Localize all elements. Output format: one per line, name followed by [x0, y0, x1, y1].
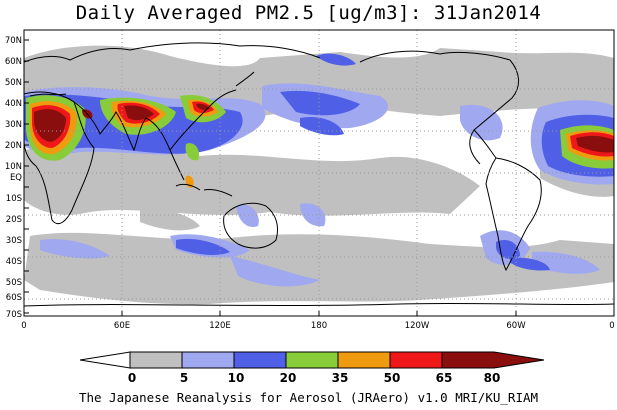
lat-label: 70S	[6, 310, 22, 320]
longitude-labels: 0 60E 120E 180 120W 60W 0	[21, 321, 614, 331]
lat-label: 20N	[5, 141, 22, 151]
axis-ticks	[24, 39, 517, 316]
legend-bin-2	[181, 351, 235, 369]
legend-label: 65	[436, 371, 453, 385]
legend-label: 80	[484, 371, 501, 385]
legend-bin-0	[79, 351, 131, 369]
lat-label: 60N	[5, 57, 22, 67]
map-title: Daily Averaged PM2.5 [ug/m3]: 31Jan2014	[75, 2, 542, 24]
lat-label: 50N	[5, 78, 22, 88]
credit-line: The Japanese Reanalysis for Aerosol (JRA…	[78, 390, 539, 405]
lat-label: 30N	[5, 120, 22, 130]
coastlines	[24, 42, 614, 307]
legend-bin-5	[337, 351, 391, 369]
legend-label: 0	[128, 371, 136, 385]
legend-bin-6	[389, 351, 443, 369]
legend-bin-4	[285, 351, 339, 369]
lat-label: 50S	[6, 278, 22, 288]
lat-label: 40N	[5, 99, 22, 109]
lon-label: 120W	[405, 321, 430, 331]
legend-label: 10	[228, 371, 245, 385]
lat-label: 70N	[5, 36, 22, 46]
lon-label: 120E	[209, 321, 231, 331]
legend-label: 20	[280, 371, 297, 385]
concentration-field	[24, 30, 614, 316]
legend-label: 50	[384, 371, 401, 385]
lon-label: 60W	[506, 321, 526, 331]
lon-label: 0	[609, 321, 614, 331]
legend-label: 35	[332, 371, 349, 385]
lat-label: 10S	[6, 194, 22, 204]
lon-label: 0	[21, 321, 26, 331]
lon-label: 180	[311, 321, 327, 331]
lat-label: 30S	[6, 236, 22, 246]
lat-label: 60S	[6, 293, 22, 303]
lat-label: 10N	[5, 162, 22, 172]
legend-bin-7	[441, 351, 545, 369]
lat-label: 20S	[6, 215, 22, 225]
legend-label: 5	[180, 371, 188, 385]
lat-label: 40S	[6, 257, 22, 267]
legend-bin-1	[129, 351, 183, 369]
lat-label: EQ	[10, 173, 22, 183]
latitude-labels: 70N 60N 50N 40N 30N 20N 10N EQ 10S 20S 3…	[5, 36, 22, 320]
color-legend	[79, 351, 545, 369]
legend-bin-3	[233, 351, 287, 369]
lon-label: 60E	[114, 321, 130, 331]
legend-labels: 0 5 10 20 35 50 65 80	[128, 371, 501, 385]
pm25-map: 70N 60N 50N 40N 30N 20N 10N EQ 10S 20S 3…	[5, 29, 615, 385]
